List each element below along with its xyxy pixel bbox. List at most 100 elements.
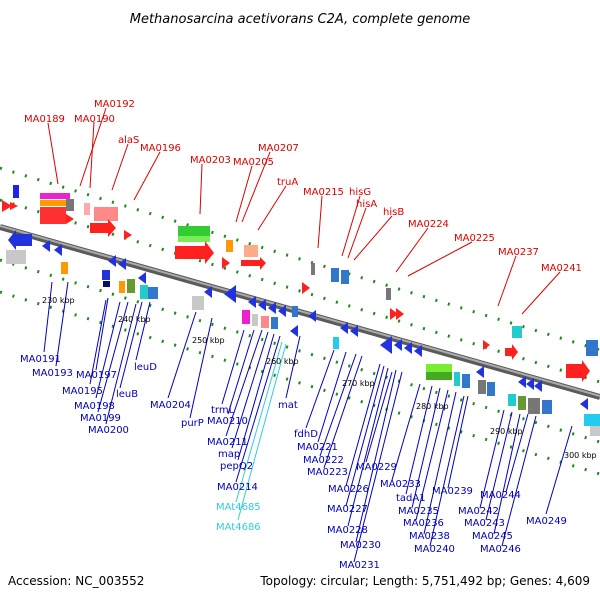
gene-label-top: MA0203 bbox=[190, 155, 231, 166]
gene-block bbox=[542, 400, 552, 414]
gene-label-bottom: MA0214 bbox=[217, 482, 258, 493]
gene-label-top: truA bbox=[277, 177, 298, 188]
gene-block bbox=[292, 306, 298, 317]
gene-block bbox=[40, 207, 66, 224]
scale-tick-label: 230 kbp bbox=[42, 296, 75, 305]
gene-arrow bbox=[396, 308, 404, 320]
gene-label-top: MA0237 bbox=[498, 247, 539, 258]
gene-label-bottom: MA0245 bbox=[472, 531, 513, 542]
gene-label-top: MA0207 bbox=[258, 143, 299, 154]
callout-line bbox=[286, 336, 300, 398]
gene-label-top: MA0189 bbox=[24, 114, 65, 125]
gene-label-top: hisG bbox=[349, 187, 371, 198]
gene-label-top: MA0224 bbox=[408, 219, 449, 230]
gene-label-bottom: map bbox=[218, 449, 240, 460]
gene-label-bottom: MA0211 bbox=[207, 437, 248, 448]
gene-block bbox=[66, 199, 74, 211]
gene-arrow bbox=[138, 272, 146, 284]
gene-block bbox=[103, 281, 110, 287]
scale-tick-label: 240 kbp bbox=[118, 315, 151, 324]
gene-label-top: MA0241 bbox=[541, 263, 582, 274]
gene-label-top: MA0205 bbox=[233, 157, 274, 168]
gene-label-top: MA0196 bbox=[140, 143, 181, 154]
gene-block bbox=[6, 250, 26, 264]
scale-tick-label: 280 kbp bbox=[416, 402, 449, 411]
gene-label-bottom: MA0193 bbox=[32, 368, 73, 379]
gene-block bbox=[512, 326, 522, 338]
gene-label-bottom: MA0200 bbox=[88, 425, 129, 436]
gene-arrow bbox=[124, 230, 132, 240]
gene-block bbox=[40, 193, 70, 199]
gene-block bbox=[178, 236, 210, 242]
top-gene-labels: MA0189 MA0192 MA0190 alaS MA0196 MA0203 … bbox=[24, 99, 582, 274]
gene-block bbox=[94, 207, 118, 221]
scale-tick-label: 260 kbp bbox=[266, 357, 299, 366]
scale-tick-label: 270 kbp bbox=[342, 379, 375, 388]
gene-label-top: MA0215 bbox=[303, 187, 344, 198]
gene-label-bottom: leuD bbox=[134, 362, 157, 373]
topology-text: Topology: circular; Length: 5,751,492 bp… bbox=[259, 574, 590, 588]
gene-arrow bbox=[66, 214, 74, 224]
gene-label-bottom: MA0243 bbox=[464, 518, 505, 529]
gene-label-bottom: purP bbox=[181, 418, 204, 429]
gene-label-bottom: MA0198 bbox=[74, 401, 115, 412]
gene-label-bottom: MA0222 bbox=[303, 455, 344, 466]
gene-block bbox=[13, 185, 19, 198]
gene-arrow bbox=[566, 360, 590, 382]
gene-label-top: MA0190 bbox=[74, 114, 115, 125]
rna-callout-lines bbox=[236, 342, 286, 520]
gene-block bbox=[84, 203, 90, 215]
gene-arrow bbox=[290, 325, 298, 337]
callout-line bbox=[44, 282, 52, 352]
gene-arrow bbox=[580, 398, 588, 410]
gene-arrow bbox=[476, 366, 484, 378]
scale-tick-label: 300 kbp bbox=[564, 451, 597, 460]
gene-arrow bbox=[505, 344, 518, 360]
gene-label-bottom: tadA1 bbox=[396, 493, 426, 504]
gene-block bbox=[590, 426, 600, 436]
gene-label-bottom: MA0210 bbox=[207, 416, 248, 427]
gene-label-rna: MAt4685 bbox=[216, 502, 261, 513]
callout-line bbox=[318, 352, 346, 442]
callout-line bbox=[348, 368, 388, 526]
callout-line bbox=[134, 152, 160, 200]
callout-line bbox=[190, 318, 212, 418]
gene-label-bottom: MA0239 bbox=[432, 486, 473, 497]
gene-label-bottom: MA0229 bbox=[356, 462, 397, 473]
gene-label-rna: MAt4686 bbox=[216, 522, 261, 533]
callout-line bbox=[136, 302, 150, 360]
gene-block bbox=[140, 285, 148, 299]
gene-block bbox=[119, 281, 125, 293]
gene-block bbox=[178, 226, 210, 236]
gene-label-bottom: MA0242 bbox=[458, 506, 499, 517]
gene-block bbox=[244, 245, 258, 257]
callout-line bbox=[48, 123, 58, 184]
callout-line bbox=[396, 228, 428, 272]
gene-block bbox=[61, 262, 68, 274]
gene-label-bottom: MA0197 bbox=[76, 370, 117, 381]
callout-line bbox=[236, 166, 252, 222]
callout-line bbox=[348, 208, 366, 258]
callout-line bbox=[258, 186, 286, 230]
gene-block bbox=[261, 316, 269, 328]
callout-line bbox=[306, 350, 334, 428]
gene-label-bottom: MA0233 bbox=[380, 479, 421, 490]
gene-label-bottom: leuB bbox=[116, 389, 138, 400]
gene-label-top: hisB bbox=[383, 207, 404, 218]
guide-line-top-outer bbox=[0, 168, 600, 350]
gene-label-bottom: MA0230 bbox=[340, 540, 381, 551]
gene-label-bottom: MA0226 bbox=[328, 484, 369, 495]
accession-text: Accession: NC_003552 bbox=[8, 574, 144, 588]
callout-line bbox=[522, 272, 560, 314]
gene-arrow bbox=[175, 241, 214, 264]
gene-label-bottom: MA0199 bbox=[80, 413, 121, 424]
gene-label-bottom: mat bbox=[278, 400, 298, 411]
gene-block bbox=[252, 314, 258, 326]
gene-block bbox=[192, 296, 204, 310]
gene-label-bottom: MA0249 bbox=[526, 516, 567, 527]
gene-label-top: alaS bbox=[118, 135, 139, 146]
gene-label-top: MA0192 bbox=[94, 99, 135, 110]
callout-line bbox=[408, 242, 472, 276]
gene-label-bottom: MA0236 bbox=[403, 518, 444, 529]
gene-block bbox=[242, 310, 250, 324]
